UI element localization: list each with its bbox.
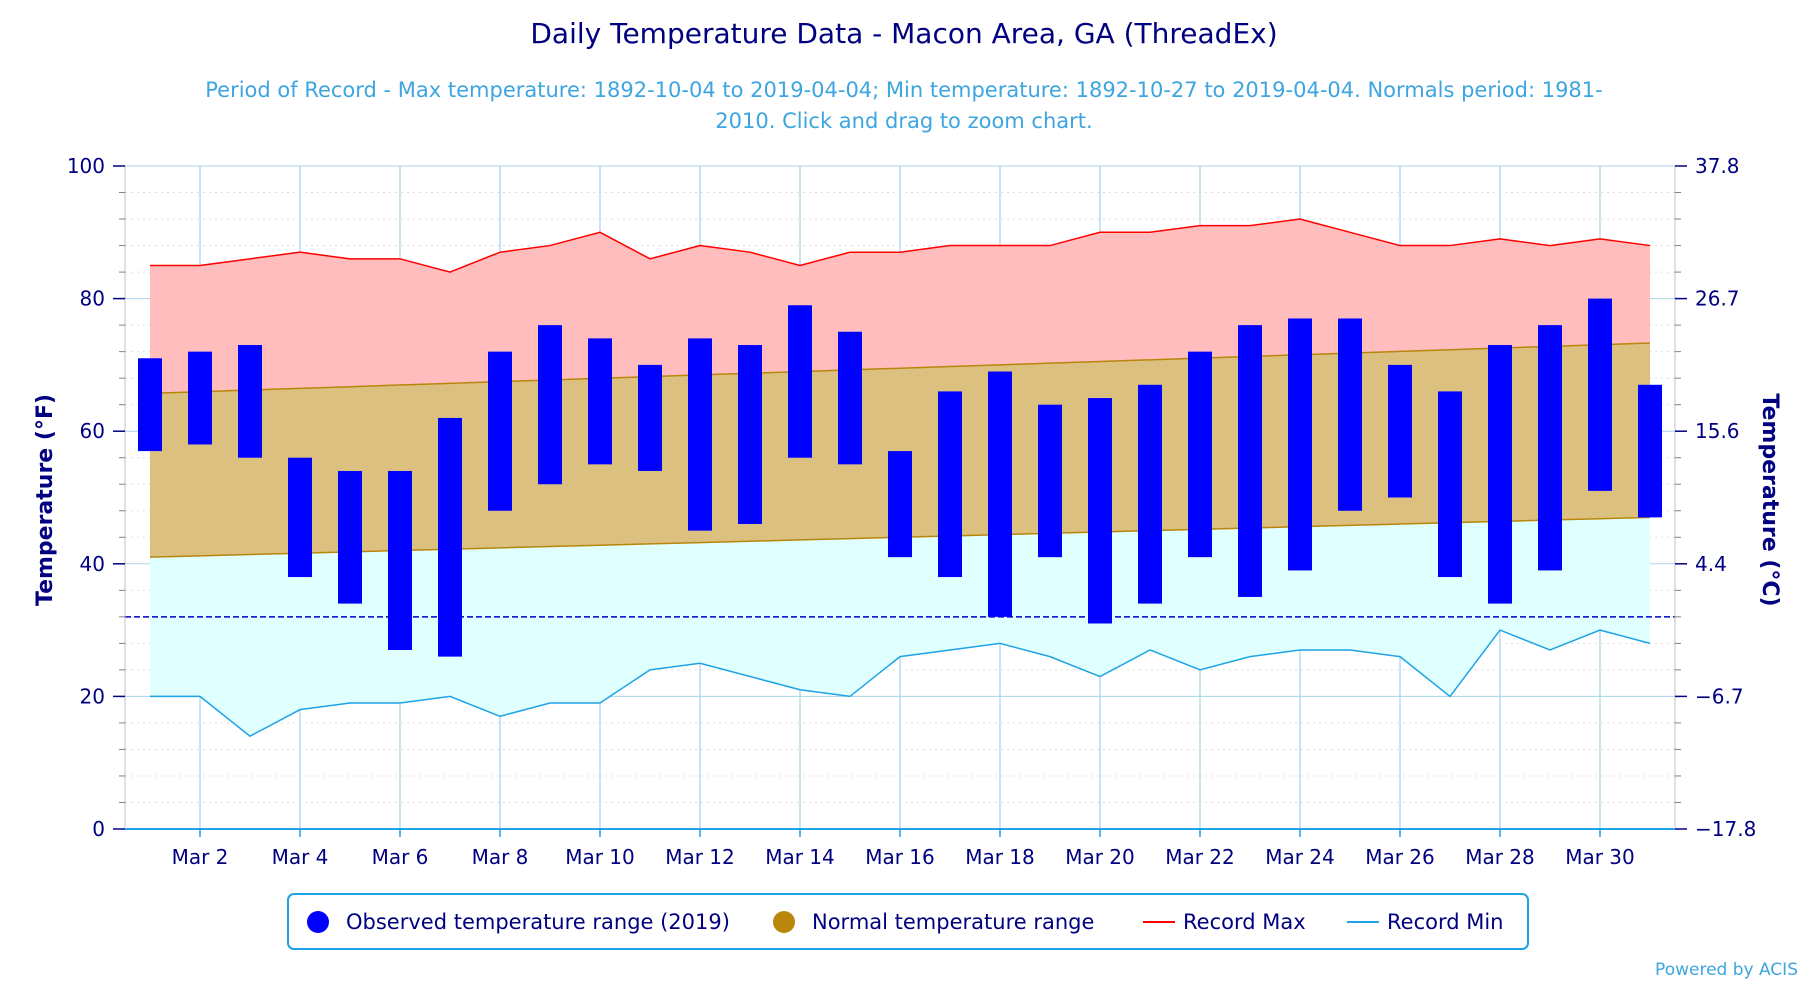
observed-range-bar[interactable]	[188, 351, 212, 445]
y-tick-label-left: 0	[92, 817, 105, 841]
powered-by-credit[interactable]: Powered by ACIS	[1655, 960, 1798, 980]
observed-range-bar[interactable]	[1038, 404, 1062, 558]
record-min-band	[150, 517, 1650, 737]
observed-range-bar[interactable]	[688, 338, 712, 531]
observed-range-bar[interactable]	[1488, 345, 1512, 604]
y-tick-label-right: −17.8	[1695, 817, 1756, 841]
x-tick-label: Mar 8	[472, 845, 529, 869]
normal-temperature-band	[150, 343, 1650, 558]
legend-label: Record Min	[1387, 910, 1504, 934]
observed-range-bar[interactable]	[1138, 384, 1162, 604]
x-tick-label: Mar 20	[1065, 845, 1135, 869]
legend-marker	[773, 911, 795, 933]
x-tick-label: Mar 14	[765, 845, 835, 869]
observed-range-bar[interactable]	[788, 305, 812, 458]
axes: 0 −17.8 20 −6.7 40 4.4 60 15.6 80 26.7 100 37.8 Mar …	[67, 154, 1756, 869]
legend-box	[287, 893, 1529, 950]
observed-range-bar[interactable]	[1088, 398, 1112, 624]
x-tick-label: Mar 6	[372, 845, 429, 869]
legend: Observed temperature range (2019) Normal …	[287, 893, 1529, 950]
legend-item[interactable]: Record Min	[1347, 910, 1504, 934]
observed-range-bar[interactable]	[438, 417, 462, 657]
chart-title: Daily Temperature Data - Macon Area, GA …	[530, 17, 1277, 50]
x-tick-label: Mar 12	[665, 845, 735, 869]
observed-range-bar[interactable]	[588, 338, 612, 465]
legend-item[interactable]: Observed temperature range (2019)	[307, 910, 730, 934]
y-tick-label-right: 26.7	[1695, 287, 1740, 311]
y-tick-label-left: 40	[80, 552, 105, 576]
legend-label: Normal temperature range	[812, 910, 1094, 934]
observed-bars[interactable]	[138, 298, 1662, 657]
record-max-line	[150, 218, 1651, 273]
x-tick-label: Mar 22	[1165, 845, 1235, 869]
y-tick-label-right: 15.6	[1695, 419, 1740, 443]
x-tick-label: Mar 16	[865, 845, 935, 869]
normal-high-line	[149, 342, 1651, 395]
observed-range-bar[interactable]	[1588, 298, 1612, 491]
x-tick-label: Mar 30	[1565, 845, 1635, 869]
observed-range-bar[interactable]	[988, 371, 1012, 617]
observed-range-bar[interactable]	[138, 358, 162, 452]
x-tick-label: Mar 28	[1465, 845, 1535, 869]
legend-label: Observed temperature range (2019)	[346, 910, 730, 934]
legend-item[interactable]: Normal temperature range	[773, 910, 1094, 934]
x-tick-label: Mar 10	[565, 845, 635, 869]
observed-range-bar[interactable]	[1438, 391, 1462, 578]
chart-subtitle: Period of Record - Max temperature: 1892…	[205, 78, 1602, 102]
y-tick-label-right: 37.8	[1695, 154, 1740, 178]
x-tick-label: Mar 18	[965, 845, 1035, 869]
y-axis-label-left: Temperature (°F)	[33, 394, 58, 606]
observed-range-bar[interactable]	[538, 325, 562, 485]
range-areas	[150, 219, 1650, 737]
chart-subtitle: 2010. Click and drag to zoom chart.	[715, 109, 1092, 133]
legend-label: Record Max	[1183, 910, 1306, 934]
x-tick-label: Mar 26	[1365, 845, 1435, 869]
observed-range-bar[interactable]	[1288, 318, 1312, 571]
y-tick-label-left: 20	[80, 684, 105, 708]
observed-range-bar[interactable]	[238, 345, 262, 458]
observed-range-bar[interactable]	[1538, 325, 1562, 571]
observed-range-bar[interactable]	[1238, 325, 1262, 597]
y-tick-label-right: −6.7	[1695, 684, 1744, 708]
y-tick-label-right: 4.4	[1695, 552, 1727, 576]
observed-range-bar[interactable]	[1638, 384, 1662, 518]
observed-range-bar[interactable]	[488, 351, 512, 511]
x-tick-label: Mar 24	[1265, 845, 1335, 869]
observed-range-bar[interactable]	[738, 345, 762, 525]
observed-range-bar[interactable]	[288, 457, 312, 578]
y-tick-label-left: 80	[80, 287, 105, 311]
observed-range-bar[interactable]	[938, 391, 962, 578]
y-tick-label-left: 100	[67, 154, 105, 178]
record-min-line	[150, 629, 1651, 738]
legend-item[interactable]: Record Max	[1143, 910, 1306, 934]
observed-range-bar[interactable]	[1338, 318, 1362, 511]
observed-range-bar[interactable]	[338, 470, 362, 604]
observed-range-bar[interactable]	[838, 331, 862, 465]
observed-range-bar[interactable]	[638, 364, 662, 471]
legend-marker	[307, 911, 329, 933]
x-tick-label: Mar 2	[172, 845, 229, 869]
observed-range-bar[interactable]	[1388, 364, 1412, 498]
y-tick-label-left: 60	[80, 419, 105, 443]
observed-range-bar[interactable]	[888, 451, 912, 558]
observed-range-bar[interactable]	[1188, 351, 1212, 558]
observed-range-bar[interactable]	[388, 470, 412, 650]
y-axis-label-right: Temperature (°C)	[1757, 393, 1782, 606]
x-tick-label: Mar 4	[272, 845, 329, 869]
record-max-band	[150, 219, 1650, 394]
